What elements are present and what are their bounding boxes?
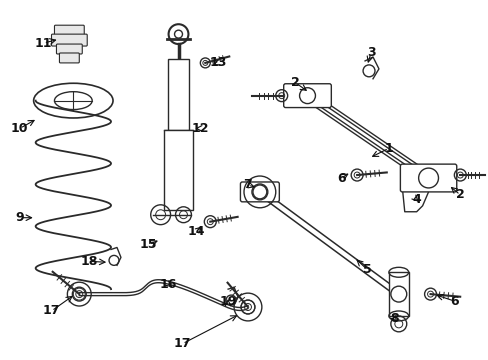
FancyBboxPatch shape (283, 84, 331, 108)
Text: 6: 6 (449, 294, 458, 307)
FancyBboxPatch shape (54, 25, 84, 37)
Bar (163, 130, 193, 210)
Text: 1: 1 (384, 142, 392, 155)
Text: 19: 19 (219, 294, 236, 307)
Text: 7: 7 (243, 179, 252, 192)
Text: 5: 5 (362, 263, 371, 276)
Text: 15: 15 (140, 238, 157, 251)
Text: 13: 13 (209, 57, 226, 69)
Text: 14: 14 (187, 225, 204, 238)
Text: 6: 6 (336, 171, 345, 185)
FancyBboxPatch shape (400, 164, 456, 192)
FancyBboxPatch shape (51, 34, 87, 46)
Text: 10: 10 (11, 122, 28, 135)
Text: 2: 2 (455, 188, 464, 201)
Bar (167, 59, 189, 130)
Text: 12: 12 (191, 122, 209, 135)
Text: 9: 9 (16, 211, 24, 224)
Text: 18: 18 (81, 255, 98, 268)
Text: 4: 4 (411, 193, 420, 206)
Text: 17: 17 (42, 305, 60, 318)
FancyBboxPatch shape (56, 44, 82, 54)
Text: 11: 11 (35, 37, 52, 50)
FancyBboxPatch shape (240, 182, 279, 202)
Text: 17: 17 (173, 337, 191, 350)
Text: 16: 16 (160, 278, 177, 291)
FancyBboxPatch shape (60, 53, 79, 63)
Text: 2: 2 (291, 76, 299, 89)
Text: 3: 3 (366, 46, 375, 59)
Bar (388, 272, 408, 316)
Text: 8: 8 (390, 312, 398, 325)
